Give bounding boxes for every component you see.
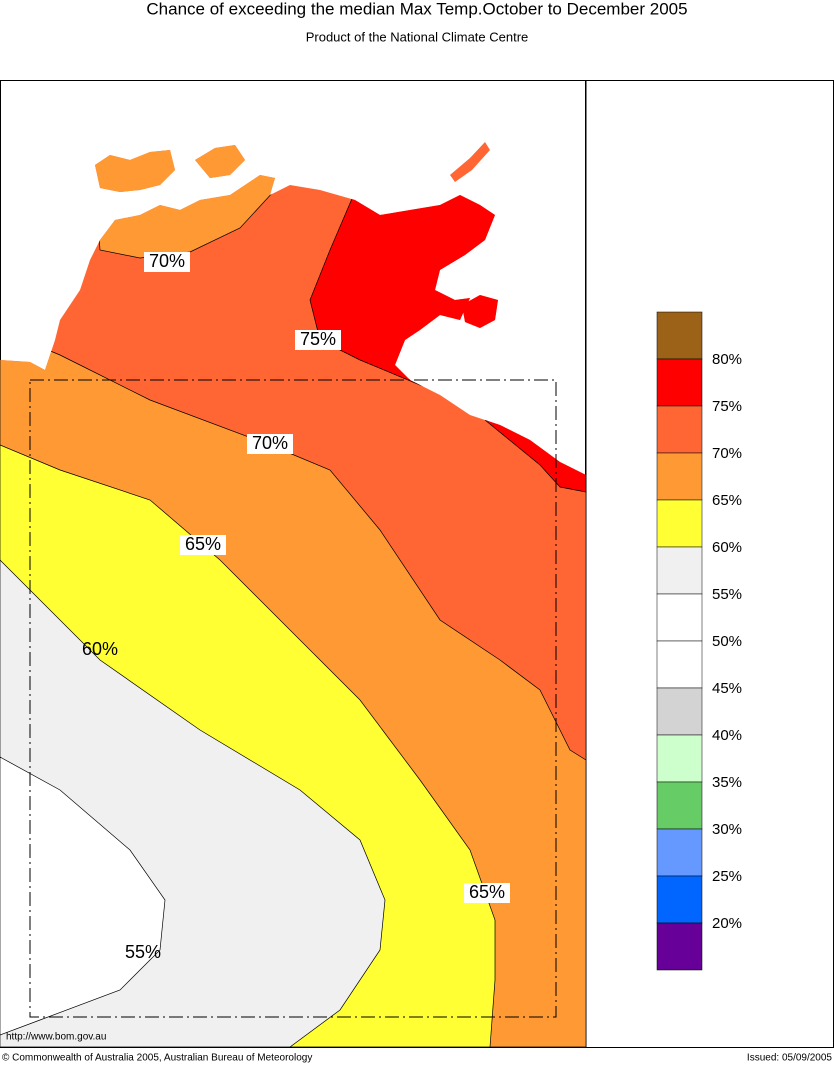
legend-swatch	[656, 828, 703, 877]
legend-label: 35%	[712, 774, 742, 791]
legend-swatch	[656, 311, 703, 360]
issued: Issued: 05/09/2005	[747, 1053, 833, 1064]
contour-label: 55%	[125, 942, 161, 962]
legend-frame	[585, 80, 834, 1048]
copyright: © Commonwealth of Australia 2005, Austra…	[2, 1053, 312, 1064]
contour-label: 70%	[149, 251, 185, 271]
contour-label-bg	[144, 252, 190, 272]
legend-label: 30%	[712, 821, 742, 838]
contour-label: 75%	[300, 329, 336, 349]
title: Chance of exceeding the median Max Temp.…	[146, 0, 687, 18]
contour-label: 65%	[185, 534, 221, 554]
contour-label: 70%	[252, 433, 288, 453]
legend-swatch	[656, 358, 703, 407]
contour-label: 65%	[469, 882, 505, 902]
legend-label: 20%	[712, 915, 742, 932]
contour-label-bg	[247, 434, 293, 454]
legend-label: 80%	[712, 351, 742, 368]
legend-label: 25%	[712, 868, 742, 885]
legend-swatch	[656, 781, 703, 830]
legend-swatch	[656, 734, 703, 783]
legend-swatch	[656, 405, 703, 454]
legend-swatch	[656, 875, 703, 924]
legend: 80% 75% 70% 65% 60% 55% 50% 45% 40% 35% 30% 25% 20%	[656, 311, 742, 971]
legend-label: 45%	[712, 680, 742, 697]
legend-swatch	[656, 640, 703, 689]
contour-labels: 70% 75% 70% 65% 60% 65% 55%	[82, 251, 510, 962]
legend-swatch	[656, 499, 703, 548]
contour-label-bg	[464, 883, 510, 903]
contour-label-bg	[180, 535, 226, 555]
legend-label: 40%	[712, 727, 742, 744]
legend-label: 55%	[712, 586, 742, 603]
legend-label: 50%	[712, 633, 742, 650]
region-box	[29, 379, 557, 1018]
legend-label: 75%	[712, 398, 742, 415]
source-url: http://www.bom.gov.au	[6, 1032, 106, 1043]
legend-swatch	[656, 687, 703, 736]
subtitle: Product of the National Climate Centre	[306, 29, 529, 44]
legend-label: 70%	[712, 445, 742, 462]
contour-label-bg	[295, 330, 341, 350]
legend-swatch	[656, 593, 703, 642]
legend-swatch	[656, 452, 703, 501]
legend-swatch	[656, 546, 703, 595]
legend-label: 60%	[712, 539, 742, 556]
contour-label: 60%	[82, 639, 118, 659]
legend-swatch	[656, 922, 703, 971]
zone	[0, 756, 166, 1036]
legend-label: 65%	[712, 492, 742, 509]
